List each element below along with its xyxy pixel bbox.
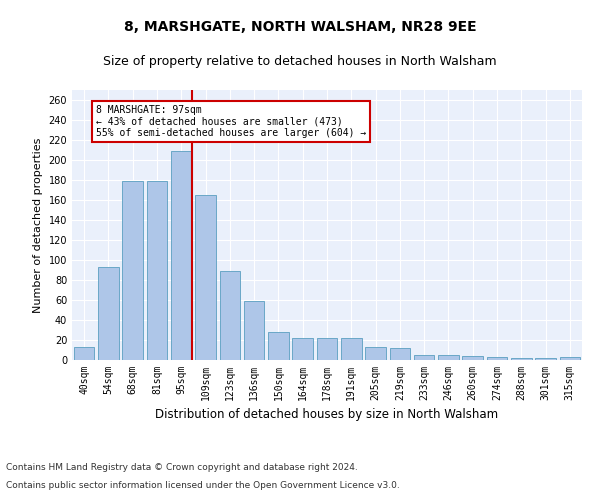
Text: Size of property relative to detached houses in North Walsham: Size of property relative to detached ho… xyxy=(103,55,497,68)
Bar xyxy=(511,358,532,360)
Bar xyxy=(220,271,240,360)
Bar xyxy=(438,355,459,360)
Bar xyxy=(365,347,386,360)
Bar xyxy=(122,181,143,360)
Bar xyxy=(171,151,191,360)
Bar xyxy=(146,181,167,360)
Y-axis label: Number of detached properties: Number of detached properties xyxy=(33,138,43,312)
Bar xyxy=(195,195,216,360)
Bar xyxy=(317,338,337,360)
Text: 8 MARSHGATE: 97sqm
← 43% of detached houses are smaller (473)
55% of semi-detach: 8 MARSHGATE: 97sqm ← 43% of detached hou… xyxy=(96,105,367,138)
Bar xyxy=(414,355,434,360)
Bar xyxy=(98,267,119,360)
Bar xyxy=(341,338,362,360)
Bar xyxy=(535,358,556,360)
Bar xyxy=(292,338,313,360)
Bar xyxy=(244,301,265,360)
Text: Contains public sector information licensed under the Open Government Licence v3: Contains public sector information licen… xyxy=(6,481,400,490)
X-axis label: Distribution of detached houses by size in North Walsham: Distribution of detached houses by size … xyxy=(155,408,499,422)
Text: 8, MARSHGATE, NORTH WALSHAM, NR28 9EE: 8, MARSHGATE, NORTH WALSHAM, NR28 9EE xyxy=(124,20,476,34)
Bar xyxy=(268,332,289,360)
Bar xyxy=(487,357,508,360)
Bar xyxy=(74,347,94,360)
Bar xyxy=(560,357,580,360)
Bar xyxy=(389,348,410,360)
Text: Contains HM Land Registry data © Crown copyright and database right 2024.: Contains HM Land Registry data © Crown c… xyxy=(6,464,358,472)
Bar xyxy=(463,356,483,360)
